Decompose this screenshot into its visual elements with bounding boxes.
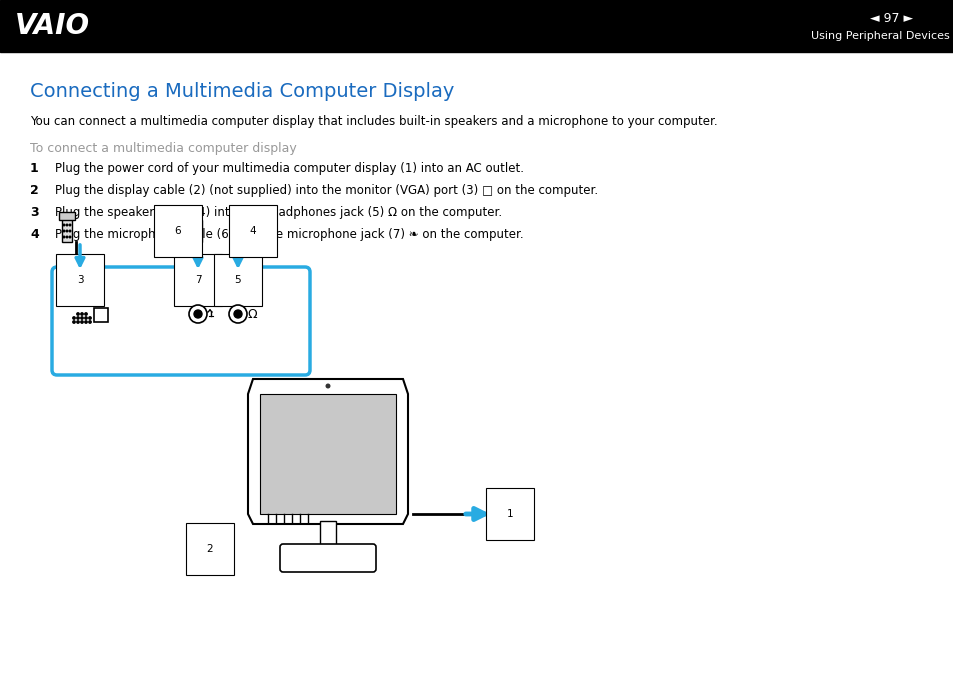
Text: Using Peripheral Devices: Using Peripheral Devices [810, 31, 948, 41]
Text: 3: 3 [76, 275, 83, 285]
Circle shape [233, 310, 242, 318]
Text: 4: 4 [250, 226, 256, 236]
Circle shape [66, 224, 68, 226]
Circle shape [77, 317, 79, 319]
Text: Plug the speaker cable (4) into the headphones jack (5) Ω on the computer.: Plug the speaker cable (4) into the head… [55, 206, 501, 219]
Circle shape [66, 236, 68, 238]
Circle shape [70, 224, 71, 226]
Text: VAIO: VAIO [15, 12, 90, 40]
Text: ◄ 97 ►: ◄ 97 ► [869, 11, 912, 24]
Circle shape [63, 236, 65, 238]
Bar [233, 220, 242, 242]
Text: Plug the microphone cable (6) into the microphone jack (7) ❧ on the computer.: Plug the microphone cable (6) into the m… [55, 228, 523, 241]
Circle shape [63, 231, 65, 232]
Circle shape [81, 321, 83, 324]
Text: 2: 2 [30, 184, 39, 197]
Text: 7: 7 [194, 275, 201, 285]
FancyBboxPatch shape [52, 267, 310, 375]
Circle shape [66, 231, 68, 232]
Text: To connect a multimedia computer display: To connect a multimedia computer display [30, 142, 296, 155]
Text: 5: 5 [234, 275, 241, 285]
Bar [193, 220, 202, 242]
Circle shape [89, 317, 91, 319]
Circle shape [325, 384, 330, 388]
Text: Plug the power cord of your multimedia computer display (1) into an AC outlet.: Plug the power cord of your multimedia c… [55, 162, 523, 175]
Circle shape [85, 321, 87, 324]
Text: 2: 2 [207, 544, 213, 554]
Text: Ω: Ω [247, 307, 256, 321]
Circle shape [81, 317, 83, 319]
Bar [260, 394, 395, 514]
Circle shape [70, 231, 71, 232]
Circle shape [85, 317, 87, 319]
Text: Plug the display cable (2) (not supplied) into the monitor (VGA) port (3) □ on t: Plug the display cable (2) (not supplied… [55, 184, 598, 197]
Text: You can connect a multimedia computer display that includes built-in speakers an: You can connect a multimedia computer di… [30, 115, 717, 128]
Bar [319, 521, 335, 549]
Circle shape [193, 310, 202, 318]
Circle shape [81, 313, 83, 315]
Circle shape [77, 313, 79, 315]
Circle shape [189, 305, 207, 323]
Circle shape [72, 321, 75, 324]
Polygon shape [248, 379, 408, 524]
Text: Connecting a Multimedia Computer Display: Connecting a Multimedia Computer Display [30, 82, 454, 101]
Text: 4: 4 [30, 228, 39, 241]
Circle shape [85, 313, 87, 315]
Text: 3: 3 [30, 206, 38, 219]
Text: 1: 1 [506, 509, 513, 519]
Circle shape [77, 321, 79, 324]
FancyBboxPatch shape [280, 544, 375, 572]
Bar [94, 308, 108, 322]
Circle shape [229, 305, 247, 323]
Circle shape [63, 224, 65, 226]
Bar [59, 212, 75, 220]
Bar [62, 218, 71, 242]
Circle shape [70, 236, 71, 238]
Text: 6: 6 [174, 226, 181, 236]
Circle shape [89, 321, 91, 324]
Bar [0, 0, 953, 52]
Circle shape [72, 317, 75, 319]
Text: 1: 1 [30, 162, 39, 175]
